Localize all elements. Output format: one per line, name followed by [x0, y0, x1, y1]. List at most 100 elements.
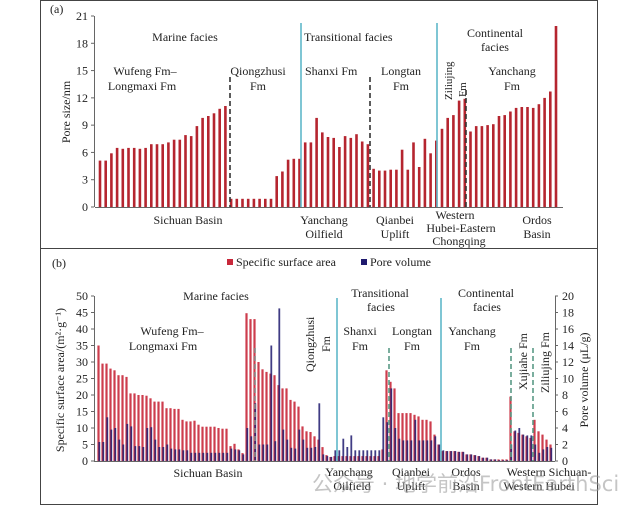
panel-a-region-sichuan: Sichuan Basin [154, 213, 223, 227]
legend-pv-label: Pore volume [370, 255, 431, 269]
panel-a-bar [429, 153, 432, 207]
panel-a-y-axis: 0 3 6 9 12 15 18 21 [76, 9, 95, 214]
panel-b-ssa-bar [397, 413, 400, 461]
panel-b-pv-bar [154, 439, 157, 461]
panel-b-region-yanchang: Yanchang [325, 465, 372, 479]
panel-b-pv-bar [250, 436, 253, 462]
panel-b-pv-bar [142, 447, 145, 461]
panel-a-facies-label-marine: Marine facies [152, 30, 218, 44]
panel-b-formation-shanxi-fm: Fm [352, 339, 369, 353]
panel-a-bar [172, 139, 176, 207]
panel-b-ssa-bar [97, 345, 100, 461]
legend-ssa-label: Specific surface area [236, 255, 337, 269]
panel-b-pv-bar [114, 428, 117, 461]
panel-b-pv-bar [502, 460, 505, 461]
panel-a-bar [332, 137, 335, 207]
panel-b-y-tick-label: 5 [82, 438, 88, 452]
panel-a-bar [286, 159, 290, 207]
panel-b-pv-bar [506, 460, 509, 461]
panel-a-bar [395, 169, 398, 207]
panel-a-bar [457, 100, 461, 207]
panel-a-y-tick-label: 18 [76, 36, 88, 50]
panel-b-ssa-bar [537, 431, 540, 461]
panel-b-formation-wufeng: Wufeng Fm– [140, 324, 204, 338]
panel-a-bar [440, 128, 444, 207]
panel-b-pv-bar [226, 452, 229, 462]
panel-b-ssa-bar [309, 432, 312, 461]
panel-b-pv-bar [482, 457, 485, 461]
panel-b-formation-longtan: Longtan [392, 324, 432, 338]
panel-a-bar [212, 113, 216, 207]
panel-b-region-oilfield: Oilfield [333, 479, 370, 493]
panel-b-pv-bar [474, 455, 477, 461]
panel-a-bar [292, 158, 296, 207]
panel-b-ssa-bar [289, 399, 292, 461]
panel-b-ssa-bar [417, 416, 420, 461]
panel-a-formation-yanchang: Yanchang [488, 64, 535, 78]
panel-b-region-western-hubei: Western Hubei [503, 479, 575, 493]
panel-b-pv-bar [286, 439, 289, 461]
panel-b-pv-bar [446, 451, 449, 461]
panel-b-pv-bar [294, 448, 297, 461]
panel-b-ssa-bar [285, 388, 288, 461]
panel-a-bar [167, 142, 170, 207]
panel-b-pv-bar [490, 459, 493, 461]
panel-b-y-tick-label: 50 [76, 289, 88, 303]
panel-b-ssa-bar [117, 375, 120, 461]
panel-a-formation-longtan: Longtan [381, 64, 421, 78]
panel-b-pv-bar [118, 439, 121, 461]
panel-b-ssa-bar [245, 313, 248, 461]
panel-a-bar [195, 126, 199, 207]
panel-b-pv-bar [122, 444, 125, 461]
panel-a-bar [321, 132, 324, 207]
panel-a-bar [326, 137, 330, 207]
panel-b-formation-longtan-fm: Fm [404, 339, 421, 353]
panel-b-pv-bar [102, 442, 105, 461]
panel-a-bar [269, 198, 273, 207]
panel-b-pv-bar [106, 417, 109, 461]
panel-b-pv-bar [170, 448, 173, 461]
panel-b-pv-bar [394, 428, 397, 461]
panel-b-pv-bar [198, 452, 201, 462]
panel-b-ssa-bar [197, 424, 200, 461]
panel-b-pv-bar [434, 436, 437, 462]
panel-b-pv-bar [498, 460, 501, 461]
panel-b-ssa-bar [201, 426, 204, 461]
panel-b-pv-bar [374, 450, 377, 461]
panel-a-region-oilfield: Oilfield [305, 227, 342, 241]
panel-b-pv-bar [110, 429, 113, 461]
panel-a-bar [338, 147, 341, 207]
panel-a-region-chongqing: Chongqing [432, 234, 485, 248]
panel-b-ssa-bar [161, 401, 164, 461]
panel-b-pv-bar [522, 434, 525, 461]
panel-b-y-tick-label: 40 [76, 322, 88, 336]
panel-b-pv-bar [146, 428, 149, 461]
panel-b-region-ordos: Ordos [451, 465, 481, 479]
panel-b-pv-bar [210, 452, 213, 462]
panel-b-right-tick-label: 4 [562, 421, 568, 435]
panel-b-pv-bar [218, 452, 221, 462]
panel-a-bar [258, 198, 261, 207]
panel-b-pv-bar [306, 447, 309, 461]
panel-b-pv-bar [330, 456, 333, 461]
panel-b-ssa-bar [533, 419, 536, 462]
panel-a-region-yanchang: Yanchang [300, 213, 347, 227]
panel-a-y-axis-label: Pore size/nm [59, 80, 73, 143]
panel-b-pv-bar [302, 439, 305, 461]
panel-b-ssa-bar [273, 375, 276, 461]
panel-a-bar [104, 160, 107, 207]
panel-b-pv-bar [326, 456, 329, 461]
panel-b-pv-bar [410, 440, 413, 461]
panel-b-pv-bar [202, 452, 205, 462]
panel-a-bar [469, 131, 472, 207]
panel-b-pv-bar [346, 447, 349, 461]
panel-b-pv-bar [398, 438, 401, 461]
panel-b-pv-bar [314, 447, 317, 461]
panel-a-bar [155, 144, 159, 207]
panel-b-pv-bar [458, 451, 461, 461]
panel-b-pv-bar [514, 430, 517, 461]
panel-a-bar [281, 171, 284, 207]
panel-b-ssa-bar [125, 376, 128, 461]
panel-b-facies-label-transitional-2: facies [367, 300, 395, 314]
panel-a-bar [150, 144, 153, 207]
